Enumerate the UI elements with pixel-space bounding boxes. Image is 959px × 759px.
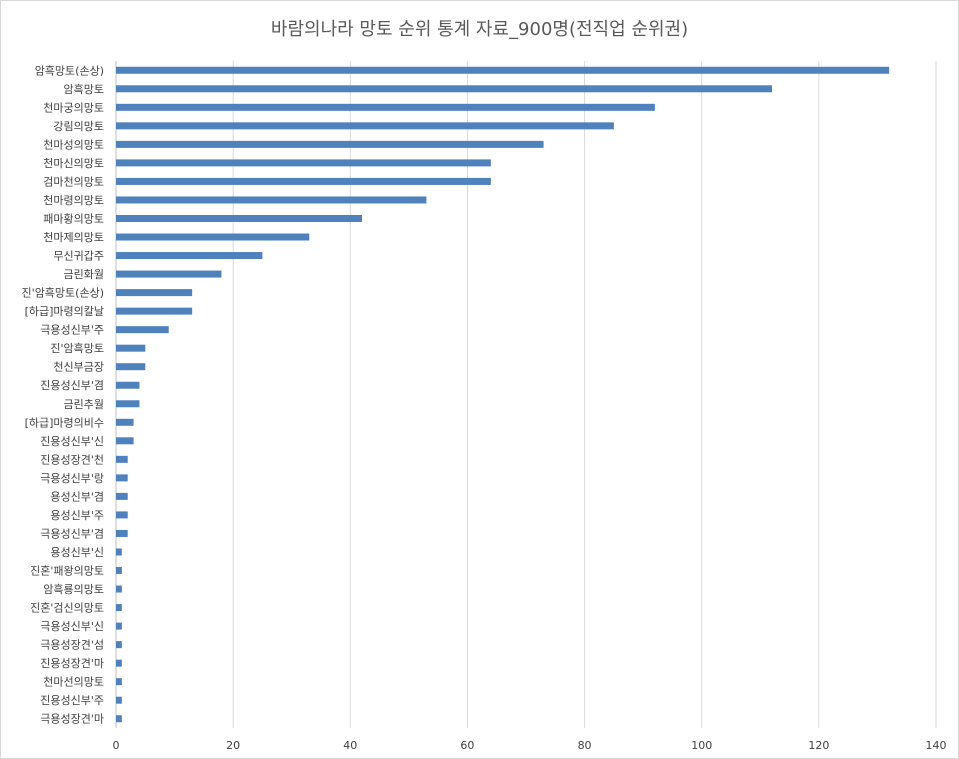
- category-label: 용성신부'주: [50, 509, 104, 522]
- bar: [116, 548, 122, 556]
- bar: [116, 604, 122, 612]
- category-label: 진혼'검신의망토: [30, 602, 104, 615]
- category-label: 진용성장견'천: [40, 452, 104, 466]
- category-label: 암흑망토(손상): [35, 63, 104, 77]
- category-label: 진'암흑망토(손상): [22, 286, 104, 300]
- bar: [116, 715, 122, 723]
- category-label: 천마선의망토: [43, 675, 104, 689]
- x-tick-label: 100: [691, 739, 712, 752]
- category-label: 암흑룡의망토: [43, 582, 104, 596]
- chart-title: 바람의나라 망토 순위 통계 자료_900명(전직업 순위권): [270, 19, 689, 40]
- bar: [116, 85, 772, 93]
- bar: [116, 196, 427, 204]
- bar: [116, 678, 122, 686]
- bar: [116, 270, 222, 278]
- category-label: 진용성신부'겸: [40, 379, 104, 392]
- category-label: 진'암흑망토: [50, 341, 104, 355]
- category-label: 암흑망토: [64, 82, 104, 96]
- bar: [116, 641, 122, 649]
- bar: [116, 529, 128, 537]
- category-label: 진용성신부'신: [40, 435, 104, 448]
- bar: [116, 289, 193, 297]
- bar: [116, 622, 122, 630]
- bar: [116, 400, 140, 408]
- category-label: 극용성신부'주: [40, 324, 104, 337]
- bar: [116, 122, 614, 130]
- category-label: 천마령의망토: [43, 193, 104, 207]
- x-tick-labels: 0 20 40 60 80 100 120 140: [113, 739, 947, 752]
- bar: [116, 659, 122, 667]
- category-label: 강림의망토: [53, 120, 104, 133]
- bar: [116, 103, 655, 111]
- bar: [116, 567, 122, 575]
- bar: [116, 140, 544, 148]
- bar: [116, 66, 890, 74]
- x-tick-label: 40: [343, 739, 357, 752]
- category-label: 패마황의망토: [43, 212, 104, 225]
- bar: [116, 474, 128, 482]
- category-label: 금린추월: [64, 398, 104, 411]
- category-label: [하급]마령의비수: [25, 415, 104, 429]
- bar: [116, 492, 128, 500]
- x-tick-label: 60: [460, 739, 474, 752]
- bar: [116, 437, 134, 445]
- category-label: 천마궁의망토: [43, 100, 104, 114]
- bar: [116, 159, 491, 167]
- category-label: 극용성신부'랑: [40, 472, 104, 485]
- category-label: 검마천의망토: [43, 174, 104, 188]
- bar: [116, 511, 128, 519]
- x-tick-label: 120: [808, 739, 829, 752]
- bar: [116, 233, 310, 241]
- category-label: 극용성장견'섬: [40, 639, 104, 652]
- x-tick-label: 20: [226, 739, 240, 752]
- category-label: 진용성장견'마: [40, 657, 104, 670]
- bar: [116, 363, 146, 371]
- category-label: 극용성장견'마: [40, 713, 104, 726]
- category-label: 천신부금장: [53, 360, 104, 374]
- bar: [116, 252, 263, 260]
- category-label: 천마성의망토: [43, 137, 104, 151]
- bar: [116, 177, 491, 185]
- bar: [116, 696, 122, 704]
- bars: [116, 66, 890, 723]
- category-label: 진혼'패왕의망토: [30, 565, 104, 578]
- gridlines: [115, 61, 937, 728]
- x-tick-label: 80: [578, 739, 592, 752]
- category-label: [하급]마령의칼날: [25, 304, 104, 318]
- bar: [116, 455, 128, 463]
- x-tick-label: 140: [926, 739, 947, 752]
- category-label: 극용성신부'겸: [40, 527, 104, 540]
- bar: [116, 214, 362, 222]
- category-label: 무신귀갑주: [53, 250, 104, 263]
- category-label: 용성신부'신: [50, 546, 104, 559]
- bar: [116, 344, 146, 352]
- category-label: 금린화월: [64, 268, 104, 281]
- category-labels: 암흑망토(손상) 암흑망토천마궁의망토강림의망토천마성의망토천마신의망토검마천의망…: [22, 63, 104, 725]
- category-label: 진용성신부'주: [40, 694, 104, 707]
- bar: [116, 381, 140, 389]
- category-label: 용성신부'겸: [50, 490, 104, 503]
- bar: [116, 307, 193, 315]
- bar: [116, 326, 169, 334]
- bar: [116, 585, 122, 593]
- x-tick-label: 0: [113, 739, 120, 752]
- category-label: 극용성신부'신: [40, 620, 104, 633]
- category-label: 천마신의망토: [43, 156, 104, 170]
- bar: [116, 418, 134, 426]
- category-label: 천마제의망토: [43, 230, 104, 244]
